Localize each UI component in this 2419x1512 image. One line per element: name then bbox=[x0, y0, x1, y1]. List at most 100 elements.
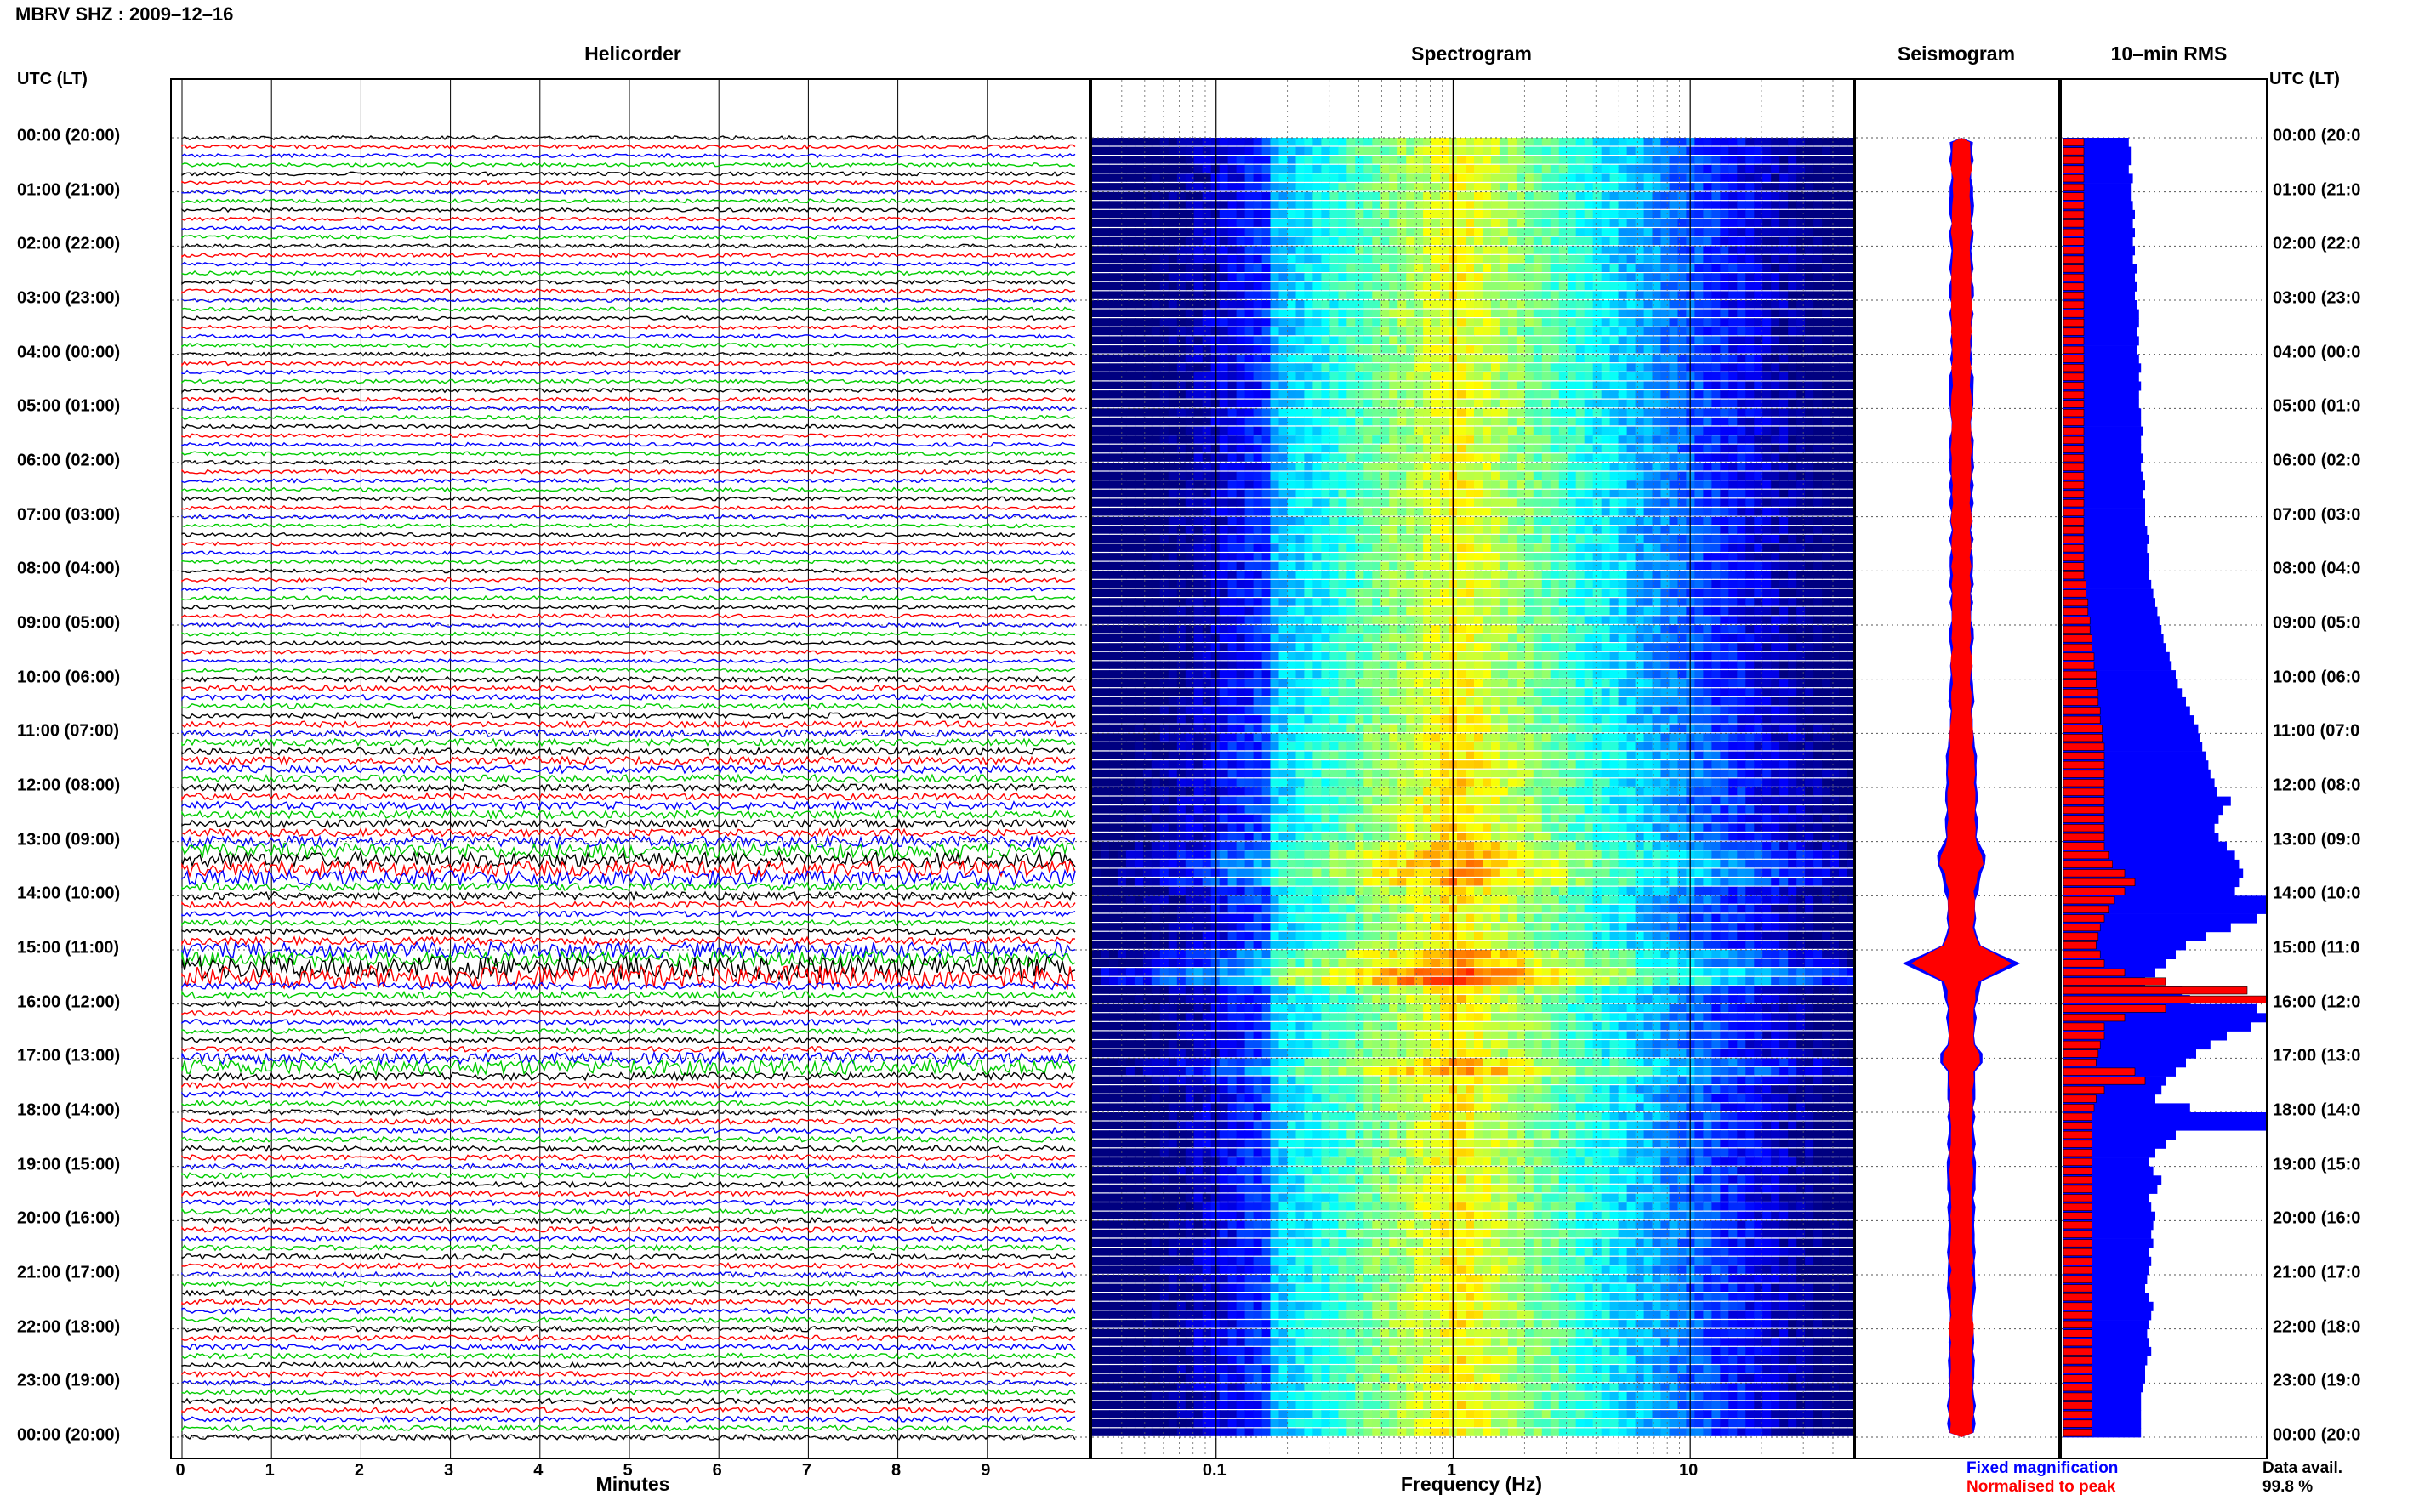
spectrogram-cell bbox=[1176, 146, 1187, 155]
spectrogram-cell bbox=[1295, 606, 1306, 616]
spectrogram-cell bbox=[1457, 453, 1466, 462]
spectrogram-cell bbox=[1822, 553, 1831, 561]
spectrogram-cell bbox=[1499, 588, 1509, 597]
spectrogram-cell bbox=[1635, 291, 1645, 299]
spectrogram-cell bbox=[1491, 543, 1500, 552]
spectrogram-cell bbox=[1278, 281, 1289, 291]
spectrogram-cell bbox=[1584, 183, 1594, 191]
spectrogram-cell bbox=[1779, 219, 1789, 227]
spectrogram-cell bbox=[1380, 489, 1390, 498]
spectrogram-cell bbox=[1660, 345, 1671, 354]
spectrogram-cell bbox=[1321, 156, 1330, 164]
spectrogram-cell bbox=[1227, 209, 1238, 219]
spectrogram-cell bbox=[1414, 444, 1424, 453]
spectrogram-cell bbox=[1236, 236, 1246, 246]
spectrogram-cell bbox=[1457, 553, 1466, 561]
spectrogram-cell bbox=[1491, 345, 1500, 354]
spectrogram-cell bbox=[1720, 480, 1729, 489]
spectrogram-cell bbox=[1592, 345, 1602, 354]
spectrogram-cell bbox=[1601, 173, 1611, 182]
spectrogram-cell bbox=[1643, 561, 1653, 571]
spectrogram-cell bbox=[1176, 471, 1187, 480]
spectrogram-cell bbox=[1788, 426, 1797, 435]
spectrogram-cell bbox=[1558, 534, 1568, 543]
spectrogram-cell bbox=[1626, 471, 1636, 480]
spectrogram-cell bbox=[1541, 164, 1551, 173]
spectrogram-cell bbox=[1474, 273, 1483, 281]
spectrogram-cell bbox=[1618, 336, 1628, 344]
spectrogram-cell bbox=[1694, 327, 1704, 336]
spectrogram-cell bbox=[1584, 363, 1594, 372]
spectrogram-cell bbox=[1575, 254, 1585, 264]
spectrogram-cell bbox=[1202, 453, 1212, 462]
helicorder-trace bbox=[181, 1135, 1076, 1144]
spectrogram-cell bbox=[1414, 579, 1424, 588]
spectrogram-cell bbox=[1584, 191, 1594, 201]
spectrogram-cell bbox=[1168, 588, 1178, 597]
spectrogram-cell bbox=[1567, 435, 1577, 444]
spectrogram-cell bbox=[1185, 390, 1195, 399]
spectrogram-cell bbox=[1805, 209, 1814, 219]
spectrogram-cell bbox=[1355, 336, 1364, 344]
spectrogram-cell bbox=[1507, 498, 1517, 507]
spectrogram-cell bbox=[1643, 553, 1653, 561]
spectrogram-cell bbox=[1372, 588, 1381, 597]
spectrogram-cell bbox=[1677, 236, 1688, 246]
spectrogram-cell bbox=[1762, 489, 1772, 498]
spectrogram-cell bbox=[1567, 417, 1577, 426]
helicorder-trace bbox=[181, 387, 1076, 394]
spectrogram-cell bbox=[1355, 354, 1364, 363]
spectrogram-cell bbox=[1236, 508, 1246, 516]
spectrogram-cell bbox=[1626, 281, 1636, 291]
spectrogram-cell bbox=[1483, 534, 1492, 543]
spectrogram-cell bbox=[1575, 173, 1585, 182]
spectrogram-cell bbox=[1626, 201, 1636, 209]
spectrogram-cell bbox=[1507, 345, 1517, 354]
hour-label: 16:00 (12:00) bbox=[17, 992, 121, 1012]
spectrogram-cell bbox=[1457, 561, 1466, 571]
spectrogram-cell bbox=[1101, 246, 1110, 254]
spectrogram-cell bbox=[1397, 390, 1407, 399]
spectrogram-cell bbox=[1406, 254, 1415, 264]
spectrogram-cell bbox=[1541, 146, 1551, 155]
spectrogram-cell bbox=[1406, 543, 1415, 552]
spectrogram-cell bbox=[1253, 173, 1263, 182]
spectrogram-cell bbox=[1533, 138, 1543, 146]
spectrogram-cell bbox=[1754, 236, 1763, 246]
spectrogram-cell bbox=[1499, 191, 1509, 201]
spectrogram-cell bbox=[1524, 228, 1534, 236]
spectrogram-cell bbox=[1762, 571, 1772, 579]
spectrogram-cell bbox=[1372, 561, 1381, 571]
spectrogram-cell bbox=[1414, 534, 1424, 543]
spectrogram-cell bbox=[1524, 480, 1534, 489]
spectrogram-cell bbox=[1168, 417, 1178, 426]
spectrogram-cell bbox=[1550, 327, 1560, 336]
spectrogram-cell bbox=[1499, 534, 1509, 543]
spectrogram-cell bbox=[1185, 183, 1195, 191]
spectrogram-cell bbox=[1329, 471, 1339, 480]
spectrogram-cell bbox=[1720, 336, 1729, 344]
spectrogram-cell bbox=[1669, 318, 1679, 327]
spectrogram-cell bbox=[1389, 236, 1398, 246]
spectrogram-cell bbox=[1312, 571, 1322, 579]
spectrogram-cell bbox=[1134, 435, 1144, 444]
spectrogram-cell bbox=[1440, 480, 1449, 489]
spectrogram-cell bbox=[1584, 498, 1594, 507]
spectrogram-cell bbox=[1185, 191, 1195, 201]
spectrogram-cell bbox=[1822, 534, 1831, 543]
spectrogram-cell bbox=[1550, 571, 1560, 579]
spectrogram-cell bbox=[1423, 363, 1432, 372]
spectrogram-cell bbox=[1185, 209, 1195, 219]
spectrogram-cell bbox=[1830, 534, 1840, 543]
spectrogram-cell bbox=[1507, 408, 1517, 417]
spectrogram-cell bbox=[1847, 156, 1853, 164]
spectrogram-cell bbox=[1168, 543, 1178, 552]
spectrogram-cell bbox=[1822, 354, 1831, 363]
spectrogram-cell bbox=[1312, 435, 1322, 444]
spectrogram-cell bbox=[1524, 399, 1534, 408]
spectrogram-cell bbox=[1474, 480, 1483, 489]
spectrogram-cell bbox=[1660, 336, 1671, 344]
spectrogram-cell bbox=[1117, 164, 1127, 173]
spectrogram-cell bbox=[1550, 138, 1560, 146]
spectrogram-cell bbox=[1202, 579, 1212, 588]
